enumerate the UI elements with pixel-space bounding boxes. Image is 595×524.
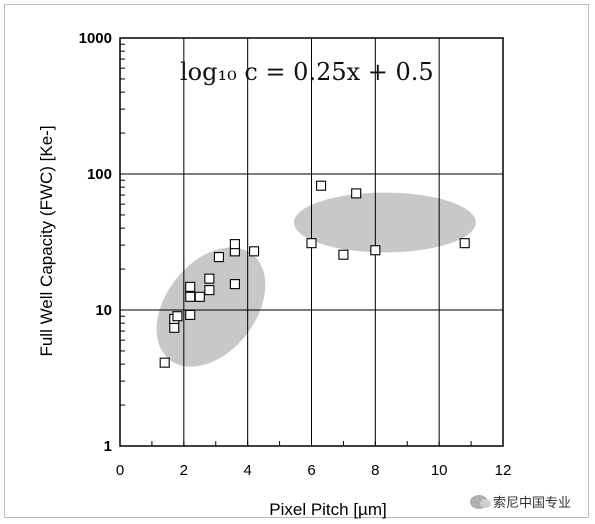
x-tick-label-6: 12: [495, 462, 512, 479]
data-point-11: [229, 279, 240, 290]
data-point-5: [185, 291, 196, 302]
equation-label: log₁₀ c = 0.25x + 0.5: [180, 58, 434, 86]
data-point-3: [172, 311, 183, 322]
cluster-ellipse-0: [156, 247, 266, 367]
data-point-1: [169, 322, 180, 333]
data-point-7: [194, 291, 205, 302]
data-point-19: [370, 245, 381, 256]
cluster-ellipse-1: [293, 192, 476, 253]
data-point-17: [338, 249, 349, 260]
y-axis-label: Full Well Capacity (FWC) [Ke-]: [37, 125, 56, 356]
data-point-6: [185, 281, 196, 292]
watermark-text: 索尼中国专业: [493, 496, 572, 511]
data-point-9: [204, 273, 215, 284]
data-point-14: [249, 246, 260, 257]
x-tick-label-5: 10: [431, 462, 448, 479]
y-tick-label-1: 10: [95, 302, 112, 319]
data-point-8: [204, 285, 215, 296]
data-point-13: [229, 239, 240, 250]
x-tick-label-2: 4: [243, 462, 251, 479]
watermark: 索尼中国专业: [470, 492, 571, 511]
wechat-icon: [470, 494, 491, 509]
data-point-4: [185, 309, 196, 320]
data-point-18: [351, 188, 362, 199]
x-tick-label-4: 8: [371, 462, 379, 479]
x-tick-label-1: 2: [180, 462, 188, 479]
data-point-10: [213, 252, 224, 263]
chart-frame: [4, 4, 589, 518]
data-point-0: [159, 357, 170, 368]
y-tick-label-3: 1000: [79, 30, 112, 47]
data-point-16: [316, 180, 327, 191]
y-tick-label-2: 100: [87, 166, 112, 183]
data-point-15: [306, 238, 317, 249]
x-tick-label-0: 0: [116, 462, 124, 479]
x-tick-label-3: 6: [307, 462, 315, 479]
y-tick-label-0: 1: [104, 438, 112, 455]
x-axis-label: Pixel Pitch [µm]: [269, 500, 387, 519]
data-point-20: [459, 238, 470, 249]
